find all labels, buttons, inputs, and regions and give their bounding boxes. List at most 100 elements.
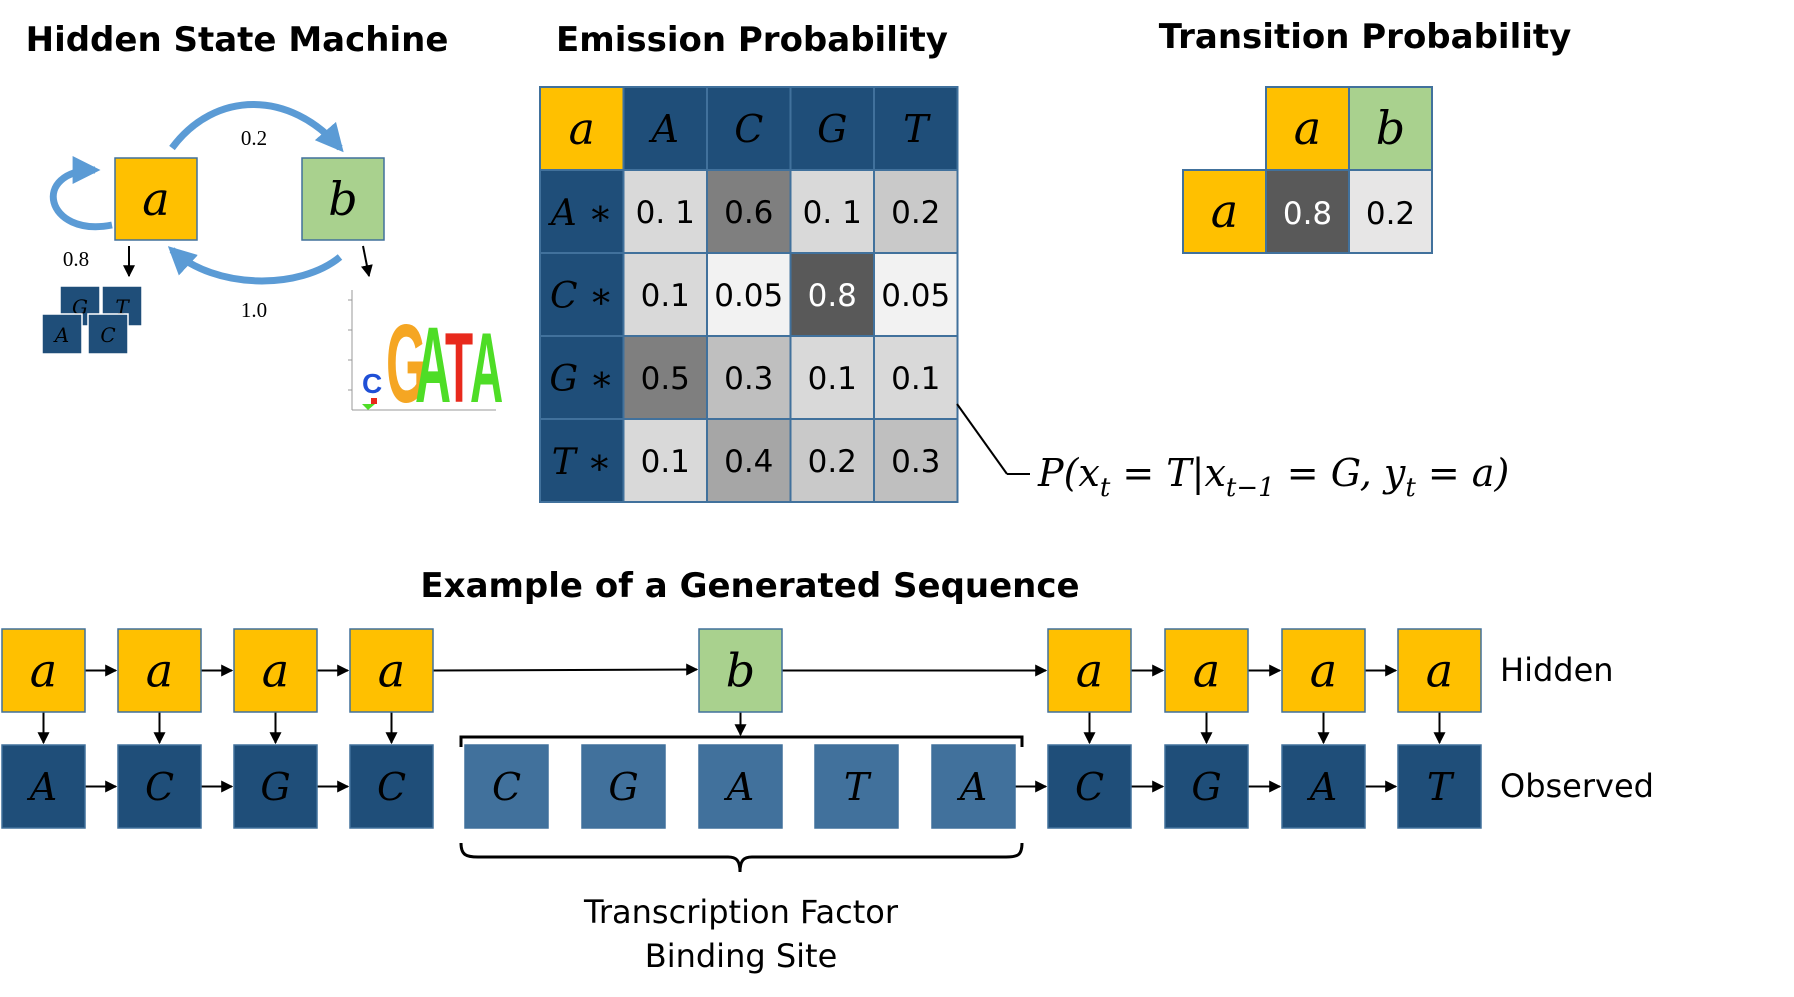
hidden-state-box [1164,628,1249,713]
transition-column-label: b [1376,101,1405,155]
generated-sequence: a a a a b a a a a A C G C C G A T A C G A T [1,628,1482,829]
emission-cell [706,335,792,420]
hidden-state-box [117,628,202,713]
emission-cell [706,169,792,254]
hsm-state-a-label: a [142,172,169,226]
emission-cell [706,252,792,337]
observed-base-box [1047,744,1132,829]
emission-cell-value: 0.1 [891,361,940,397]
emission-row-label: T ∗ [552,442,612,483]
arc-b-to-a [167,246,343,285]
emission-column-label: C [734,107,763,151]
emission-cell [622,252,708,337]
emission-cell-value: 0.3 [891,444,940,480]
observed-base-label: C [1075,765,1104,809]
binding-site-base-box [931,744,1016,829]
emission-cell-value: 0.05 [881,278,950,314]
mini-base-cluster: G T A C [41,285,143,355]
emission-cell-value: 0.1 [808,361,857,397]
hidden-state-box [698,628,783,713]
emission-cell-value: 0.1 [641,278,690,314]
emission-column-header [622,86,708,171]
hidden-state-machine: a b 0.2 0.8 1.0 G T A C [41,101,503,426]
emission-cell-value: 0.3 [724,361,773,397]
emission-cell-value: 0. 1 [636,195,695,231]
hidden-state-label: a [262,644,289,698]
arc-a-to-b [169,101,344,153]
hidden-state-label: a [1310,644,1337,698]
binding-site-brace [459,842,1024,873]
binding-site-base-box [698,744,783,829]
emission-cell [873,169,959,254]
emission-cell-value: 0.5 [641,361,690,397]
observed-base-box [1,744,86,829]
emission-column-header [789,86,875,171]
mini-base-label: G [72,295,88,319]
observed-base-box [1164,744,1249,829]
binding-site-base-box [581,744,666,829]
emission-cell-value: 0. 1 [803,195,862,231]
hidden-state-label: a [146,644,173,698]
emission-corner-label: a [569,104,595,155]
observed-base-label: C [145,765,174,809]
emission-row-header [539,418,625,503]
emission-row-label: C ∗ [550,276,613,317]
hidden-state-box [1281,628,1366,713]
formula-pointer [956,403,1008,475]
transition-cell-value: 0.2 [1366,196,1415,232]
hidden-state-label: b [726,644,755,698]
observed-base-label: G [1191,765,1221,809]
motif-logo-letter: A [470,314,503,424]
motif-logo-letter: A [415,305,451,426]
emission-table: a A C G T A ∗ 0. 1 0.6 0. 1 0.2 C ∗ 0.1 0.05 0.8 0.05 G… [539,86,959,503]
emission-cell-value: 0.05 [714,278,783,314]
hidden-state-label: a [1076,644,1103,698]
hidden-state-box [1,628,86,713]
motif-logo-small-mark [362,404,375,410]
transition-cell-value: 0.8 [1283,196,1332,232]
emission-cell-value: 0.2 [808,444,857,480]
binding-site-top-bracket [459,735,1024,747]
binding-site-base-label: C [492,765,521,809]
observed-base-box [233,744,318,829]
transition-title: Transition Probability [1159,17,1572,57]
emission-row-header [539,169,625,254]
transition-row-header [1182,169,1267,254]
binding-site-base-box [464,744,549,829]
arc-a-self-loop [49,156,113,231]
hidden-state-label: a [378,644,405,698]
mini-base-label: A [53,323,69,347]
observed-base-box [1281,744,1366,829]
hidden-state-label: a [1426,644,1453,698]
observed-base-box [117,744,202,829]
prob-a-to-b: 0.2 [241,126,267,150]
hidden-state-box [349,628,434,713]
emission-row-label: A ∗ [548,193,613,234]
binding-site-base-label: T [844,765,872,809]
emission-cell [789,335,875,420]
observed-base-label: G [260,765,290,809]
transition-cell [1348,169,1433,254]
binding-site-base-label: G [608,765,638,809]
observed-base-label: A [1307,765,1337,809]
tfbs-label-line1: Transcription Factor [583,893,899,931]
emission-cell [873,418,959,503]
emission-title: Emission Probability [556,20,948,60]
hidden-state-box [1047,628,1132,713]
emission-cell [789,169,875,254]
hsm-state-b-label: b [328,172,357,226]
emission-column-label: G [817,107,847,151]
observed-row-label: Observed [1500,767,1654,805]
motif-logo-letter: T [445,314,473,424]
hsm-state-a [114,157,198,241]
hidden-state-box [233,628,318,713]
observed-base-box [1397,744,1482,829]
hidden-state-label: a [1193,644,1220,698]
emission-row-header [539,252,625,337]
emission-cell-value: 0.8 [808,278,857,314]
mini-base-label: C [100,323,115,347]
prob-b-to-a: 1.0 [241,298,267,322]
observed-base-box [349,744,434,829]
example-title: Example of a Generated Sequence [420,566,1079,606]
emission-cell [622,335,708,420]
